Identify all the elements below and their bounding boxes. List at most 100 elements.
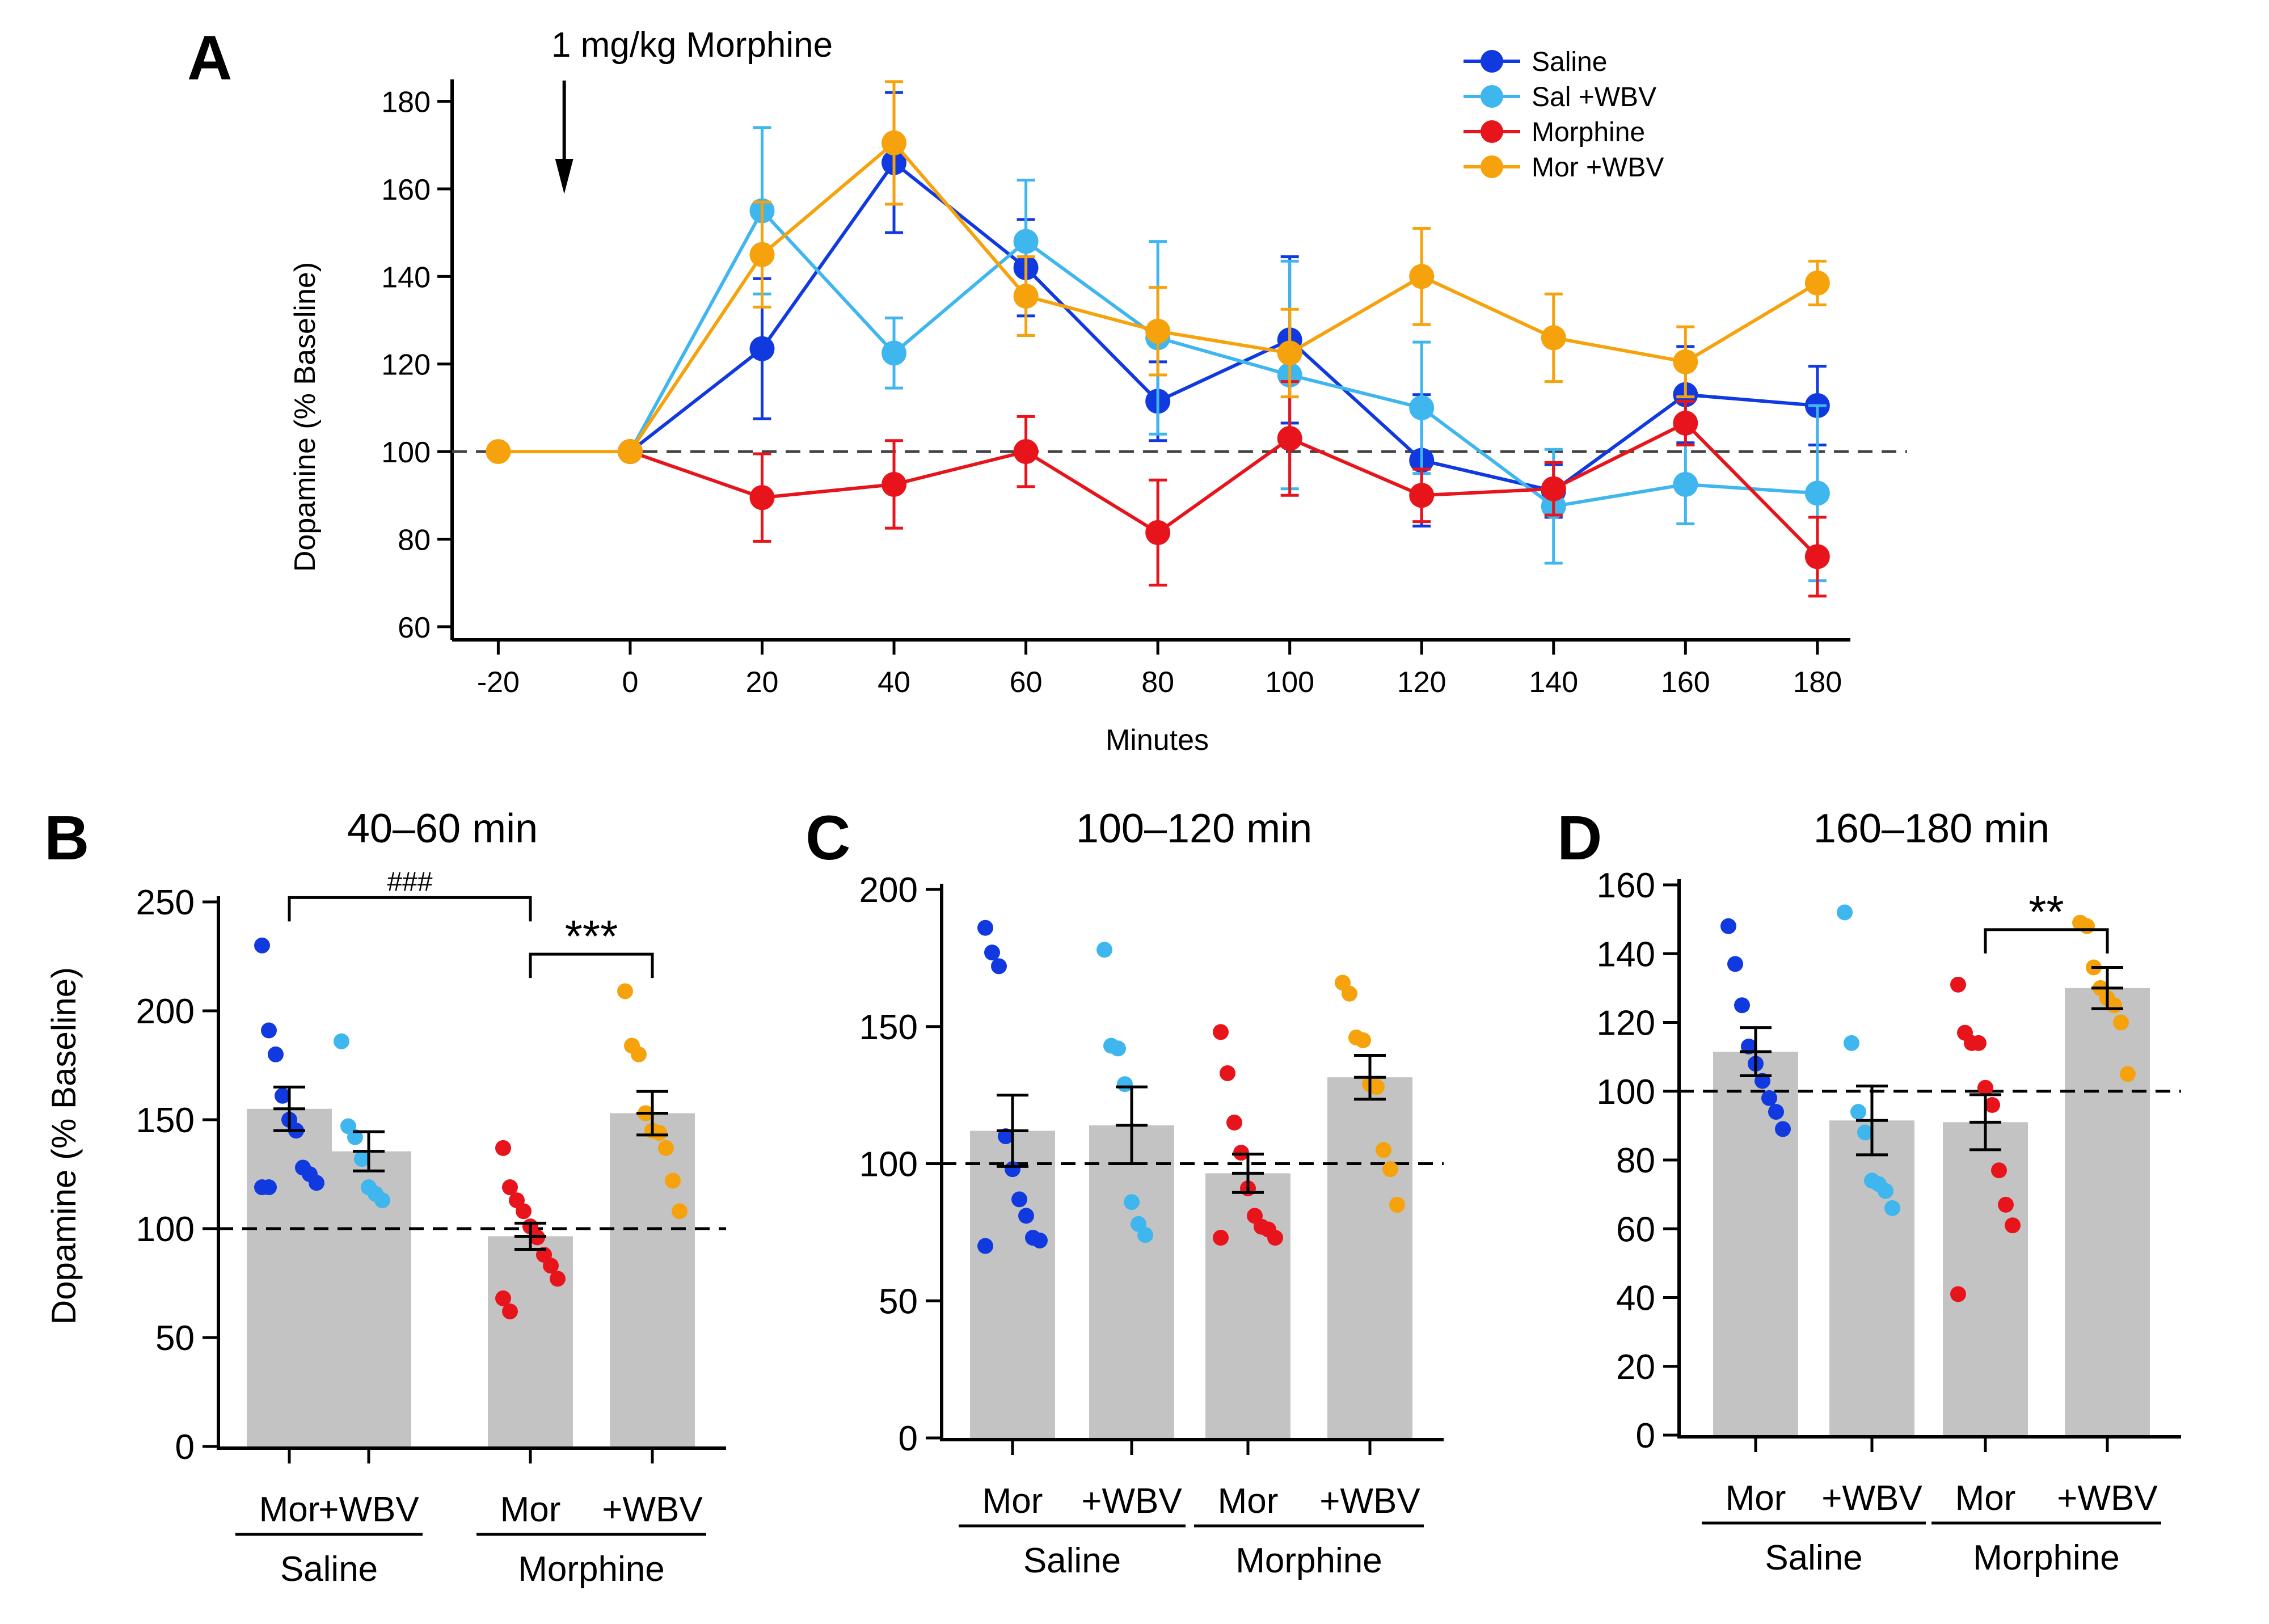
a-x-tick-label: 120 xyxy=(1397,666,1446,699)
c-data-point xyxy=(1342,985,1357,1002)
a-point-morphine xyxy=(882,471,907,497)
a-x-tick-label: 140 xyxy=(1529,666,1578,699)
d-y-tick-label: 140 xyxy=(1597,935,1655,974)
d-bar xyxy=(1713,1052,1798,1435)
b-category-label: Mor xyxy=(259,1490,320,1529)
d-y-tick-label: 20 xyxy=(1616,1348,1655,1387)
panel-label-b: B xyxy=(44,803,89,873)
d-group-label: Morphine xyxy=(1973,1538,2119,1577)
d-data-point xyxy=(1857,1124,1873,1141)
b-data-point xyxy=(275,1087,290,1104)
c-group-label: Saline xyxy=(1023,1541,1121,1580)
c-data-point xyxy=(1018,1208,1034,1224)
c-data-point xyxy=(1267,1230,1283,1246)
b-data-point xyxy=(651,1125,667,1141)
b-data-point xyxy=(347,1129,363,1145)
d-category-label: Mor xyxy=(1726,1479,1786,1518)
a-x-tick-label: 160 xyxy=(1661,666,1710,699)
a-point-sal_wbv xyxy=(1409,395,1435,420)
b-category-label: +WBV xyxy=(602,1490,703,1529)
a-legend-label: Saline xyxy=(1532,47,1607,77)
d-data-point xyxy=(1984,1097,2000,1113)
b-bar xyxy=(488,1236,573,1446)
c-category-label: +WBV xyxy=(1319,1482,1420,1521)
c-bar xyxy=(1327,1077,1412,1438)
d-data-point xyxy=(1768,1104,1784,1120)
a-x-tick-label: 60 xyxy=(1010,666,1043,699)
c-data-point xyxy=(1011,1191,1027,1208)
b-significance-bracket xyxy=(529,952,654,978)
b-data-point xyxy=(261,1179,277,1196)
c-bar xyxy=(970,1131,1055,1438)
b-data-point xyxy=(502,1179,518,1196)
a-point-sal_wbv xyxy=(1013,229,1039,254)
b-data-point xyxy=(309,1175,324,1191)
panel-a-annotation: 1 mg/kg Morphine xyxy=(551,26,833,65)
panel-d-bar-chart: 0 20 40 60 80 100 120 140 160 Mor +WBV Mor +WBV Salin… xyxy=(1597,866,2181,1577)
c-data-point xyxy=(998,1128,1014,1145)
c-data-point xyxy=(1124,1194,1140,1210)
c-data-point xyxy=(977,1238,993,1254)
b-data-point xyxy=(672,1203,688,1220)
a-y-tick-label: 60 xyxy=(398,611,431,644)
d-data-point xyxy=(2113,1014,2129,1031)
panel-d-title: 160–180 min xyxy=(1813,806,2049,851)
a-legend-marker xyxy=(1481,120,1503,143)
a-y-tick-label: 160 xyxy=(381,174,431,206)
a-point-morphine xyxy=(1673,410,1698,436)
b-group-label: Saline xyxy=(280,1550,378,1589)
b-data-point xyxy=(495,1290,511,1306)
a-y-tick-label: 80 xyxy=(398,524,431,556)
c-category-label: Mor xyxy=(982,1482,1043,1521)
panel-a-ylabel: Dopamine (% Baseline) xyxy=(289,262,322,572)
a-point-mor_wbv xyxy=(1673,349,1698,374)
c-data-point xyxy=(1213,1230,1229,1246)
a-point-morphine xyxy=(1277,425,1302,451)
c-data-point xyxy=(991,958,1007,975)
d-y-tick-label: 100 xyxy=(1597,1073,1655,1112)
a-y-tick-label: 120 xyxy=(381,349,431,382)
b-data-point xyxy=(374,1192,390,1209)
a-legend-label: Morphine xyxy=(1532,117,1645,147)
a-point-mor_wbv xyxy=(1145,318,1171,344)
b-data-point xyxy=(516,1203,532,1220)
d-data-point xyxy=(2120,1066,2136,1082)
b-group-label: Morphine xyxy=(518,1550,664,1589)
d-y-tick-label: 60 xyxy=(1616,1210,1655,1249)
d-data-point xyxy=(1998,1196,2014,1213)
a-x-tick-label: -20 xyxy=(477,666,520,699)
panel-c-title: 100–120 min xyxy=(1076,806,1312,851)
c-data-point xyxy=(1382,1161,1398,1178)
a-point-mor_wbv xyxy=(882,130,907,155)
d-category-label: Mor xyxy=(1955,1479,2016,1518)
c-data-point xyxy=(1369,1079,1385,1095)
a-y-tick-label: 180 xyxy=(381,86,431,119)
b-y-tick-label: 250 xyxy=(136,883,195,922)
b-y-tick-label: 150 xyxy=(136,1101,195,1140)
d-data-point xyxy=(1950,976,1966,993)
a-legend-marker xyxy=(1481,85,1503,108)
c-data-point xyxy=(984,944,1000,961)
d-data-point xyxy=(1950,1286,1966,1302)
b-data-point xyxy=(543,1258,559,1274)
b-y-tick-label: 0 xyxy=(175,1428,195,1467)
a-legend-marker xyxy=(1481,155,1503,178)
c-data-point xyxy=(1226,1114,1242,1131)
d-data-point xyxy=(1761,1090,1777,1106)
b-data-point xyxy=(268,1046,284,1062)
c-data-point xyxy=(1389,1197,1405,1213)
d-data-point xyxy=(2079,918,2095,934)
d-data-point xyxy=(1884,1200,1900,1216)
c-category-label: Mor xyxy=(1218,1482,1279,1521)
a-legend-marker xyxy=(1481,50,1503,73)
d-data-point xyxy=(1977,1079,1993,1096)
a-point-sal_wbv xyxy=(882,340,907,366)
a-point-morphine xyxy=(1409,483,1435,508)
c-data-point xyxy=(1032,1232,1048,1248)
d-data-point xyxy=(2005,1217,2021,1234)
panel-b-ylabel: Dopamine (% Baseline) xyxy=(45,967,83,1324)
b-bar xyxy=(247,1108,332,1446)
panel-b-title: 40–60 min xyxy=(347,806,538,851)
a-legend-label: Sal +WBV xyxy=(1532,82,1656,112)
